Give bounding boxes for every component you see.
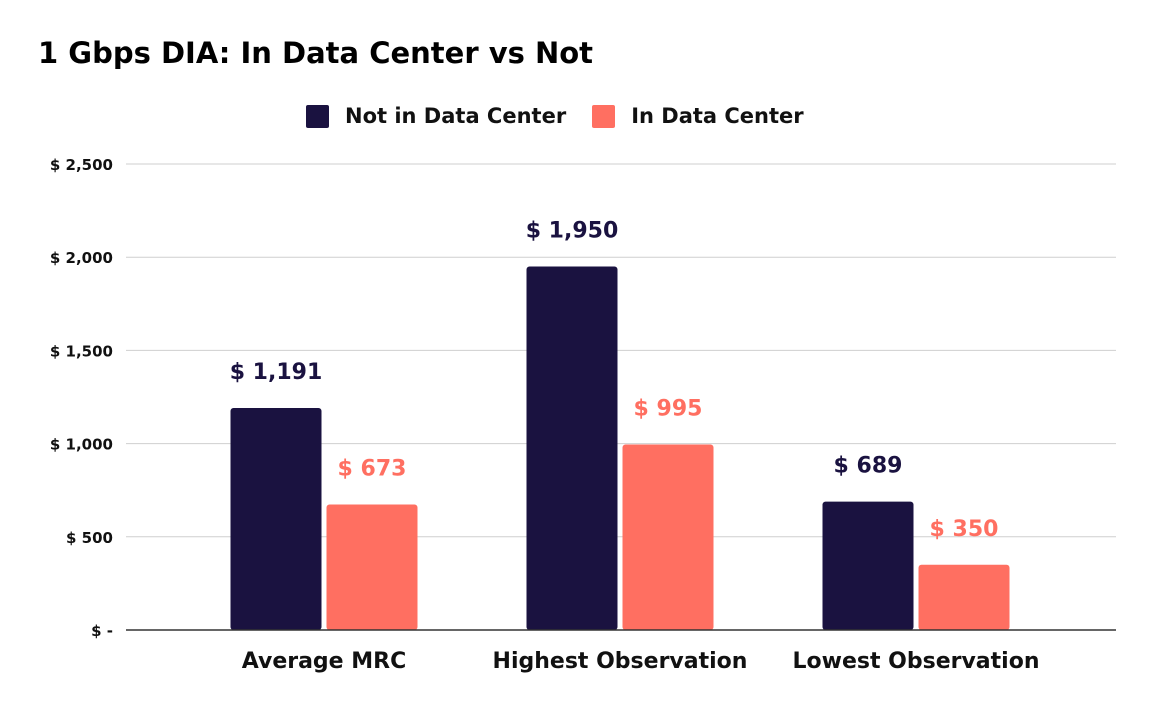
data-label-in-data-center-highest-observation: $ 995 [634,397,703,422]
y-tick-label-1500: $ 1,500 [50,342,113,360]
data-label-in-data-center-lowest-observation: $ 350 [930,517,999,542]
y-tick-label-2500: $ 2,500 [50,156,113,174]
bar-in-data-center-highest-observation [622,444,714,630]
legend-swatch-in-data-center [592,104,616,128]
x-tick-label-average-mrc: Average MRC [242,649,407,674]
data-label-not-in-data-center-lowest-observation: $ 689 [834,454,903,479]
bar-not-in-data-center-lowest-observation [822,501,914,630]
legend-label-in-data-center: In Data Center [631,104,804,128]
legend: Not in Data Center In Data Center [306,101,830,131]
bar-in-data-center-average-mrc [326,504,418,630]
y-tick-label-1000: $ 1,000 [50,436,113,454]
bar-in-data-center-lowest-observation [918,564,1010,630]
legend-label-not-in-data-center: Not in Data Center [345,104,567,128]
legend-swatch-not-in-data-center [306,104,329,128]
y-tick-label-500: $ 500 [66,529,113,547]
y-tick-label-2000: $ 2,000 [50,249,113,267]
legend-item-in-data-center[interactable]: In Data Center [592,104,804,128]
data-label-not-in-data-center-highest-observation: $ 1,950 [526,219,619,244]
x-tick-label-lowest-observation: Lowest Observation [793,649,1040,674]
x-tick-label-highest-observation: Highest Observation [493,649,748,674]
data-label-not-in-data-center-average-mrc: $ 1,191 [230,360,323,385]
chart-title: 1 Gbps DIA: In Data Center vs Not [38,36,594,70]
y-tick-label-0: $ - [91,622,113,640]
legend-item-not-in-data-center[interactable]: Not in Data Center [306,104,566,128]
bar-not-in-data-center-highest-observation [526,266,618,630]
data-label-in-data-center-average-mrc: $ 673 [338,457,407,482]
bar-not-in-data-center-average-mrc [230,407,322,630]
